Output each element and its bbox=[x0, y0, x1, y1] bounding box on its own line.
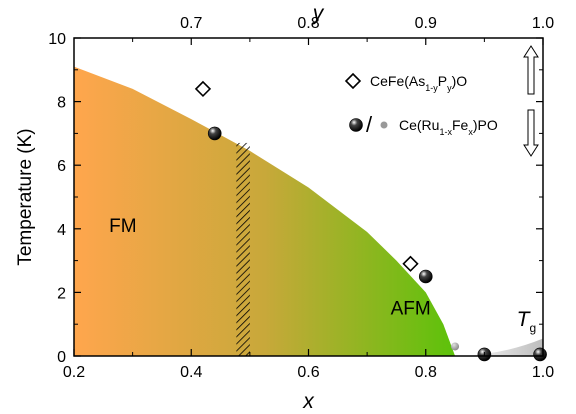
data-point-diamond bbox=[344, 72, 362, 90]
legend-marker-ball bbox=[349, 118, 363, 132]
data-point-ball bbox=[418, 269, 433, 284]
data-point-gray bbox=[451, 342, 460, 351]
x-tick-label: 0.4 bbox=[180, 364, 202, 381]
y-tick-label: 0 bbox=[57, 349, 66, 366]
hatched-band bbox=[236, 142, 250, 356]
top-tick-label: 0.7 bbox=[180, 15, 202, 32]
y-axis-title: Temperature (K) bbox=[15, 128, 36, 265]
legend-entry-cefe: CeFe(As1-yPy)O bbox=[370, 73, 467, 93]
y-tick-label: 6 bbox=[57, 158, 66, 175]
region-label-tg-sub: g bbox=[529, 321, 536, 335]
region-label-tg: Tg bbox=[517, 308, 537, 335]
phase-region-fill bbox=[74, 66, 456, 357]
top-tick-label: 0.8 bbox=[297, 15, 319, 32]
arrow-up-icon bbox=[523, 45, 539, 95]
x-tick-label: 1.0 bbox=[532, 364, 554, 381]
x-tick-label: 0.2 bbox=[63, 364, 85, 381]
x-axis-title: x bbox=[302, 390, 315, 413]
y-tick-label: 8 bbox=[57, 95, 66, 112]
legend-entry-ceru: Ce(Ru1-xFex)PO bbox=[399, 117, 498, 137]
top-tick-label: 0.9 bbox=[415, 15, 437, 32]
data-point-diamond bbox=[194, 80, 212, 98]
arrow-down-icon bbox=[523, 109, 539, 157]
y-tick-label: 2 bbox=[57, 285, 66, 302]
top-tick-label: 1.0 bbox=[532, 15, 554, 32]
region-label: FM bbox=[109, 216, 136, 237]
data-point-ball bbox=[533, 347, 547, 362]
x-tick-label: 0.6 bbox=[297, 364, 319, 381]
data-point-diamond bbox=[402, 255, 419, 272]
y-tick-label: 10 bbox=[48, 31, 66, 48]
region-label: AFM bbox=[391, 299, 431, 320]
tg-region-fill bbox=[455, 338, 543, 356]
x-tick-label: 0.8 bbox=[415, 364, 437, 381]
data-point-ball bbox=[207, 126, 222, 141]
legend-separator: / bbox=[366, 112, 373, 137]
y-tick-label: 4 bbox=[57, 222, 66, 239]
top-axis-title: y bbox=[311, 2, 325, 25]
legend-marker-gray bbox=[380, 121, 388, 129]
